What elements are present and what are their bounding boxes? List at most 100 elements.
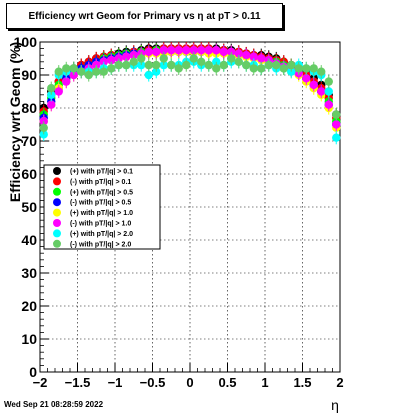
legend-label: (+) with pT/|q| > 1.0 [70, 210, 133, 217]
x-tick-label: −0.5 [140, 375, 166, 390]
data-point [182, 46, 191, 55]
data-point [324, 87, 333, 96]
legend-label: (+) with pT/|q| > 2.0 [70, 231, 133, 238]
data-point [302, 74, 311, 83]
legend-marker [53, 187, 61, 196]
data-point [249, 64, 258, 73]
data-points [39, 42, 341, 145]
x-tick-labels: −2 −1.5 −1 −0.5 0 0.5 1 1.5 2 [33, 375, 344, 390]
data-point [62, 64, 71, 73]
data-point [272, 60, 281, 70]
data-point [197, 46, 206, 55]
chart-title: Efficiency wrt Geom for Primary vs η at … [6, 3, 283, 29]
data-point [92, 67, 101, 76]
data-point [54, 67, 63, 76]
axis-ticks [39, 41, 341, 373]
data-point [197, 57, 206, 66]
y-tick-label: 100 [14, 34, 38, 50]
y-tick-label: 40 [21, 232, 37, 248]
y-tick-label: 50 [21, 199, 37, 215]
data-point [317, 67, 326, 76]
data-point [159, 46, 168, 55]
legend-marker [53, 219, 61, 227]
y-tick-label: 0 [29, 364, 37, 380]
data-point [294, 64, 303, 73]
data-point [242, 60, 251, 70]
x-tick-label: −1.5 [65, 375, 91, 390]
data-point [234, 49, 243, 58]
data-point [54, 87, 63, 96]
legend-label: (-) with pT/|q| > 0.5 [70, 200, 131, 207]
data-point [167, 46, 176, 55]
x-tick-label: 2 [336, 375, 343, 390]
data-point [279, 64, 288, 73]
data-point [324, 100, 333, 109]
legend-marker [53, 177, 61, 186]
data-point [302, 64, 311, 73]
data-point [99, 67, 108, 76]
data-point [122, 60, 131, 70]
legend-marker [53, 198, 61, 207]
legend: (+) with pT/|q| > 0.1 (-) with pT/|q| > 0… [43, 164, 161, 250]
data-point [47, 84, 56, 93]
legend-marker [53, 208, 61, 217]
legend-box [43, 164, 161, 250]
data-point [122, 52, 131, 62]
y-tick-label: 30 [21, 265, 37, 281]
data-point [62, 77, 71, 86]
legend-marker [53, 229, 61, 238]
data-point [264, 60, 273, 70]
data-point [204, 46, 213, 55]
data-point [324, 77, 333, 86]
data-point [242, 51, 251, 60]
data-point [257, 54, 266, 63]
data-point [47, 100, 56, 109]
series [39, 43, 341, 132]
data-point [107, 55, 116, 65]
legend-label: (-) with pT/|q| > 1.0 [70, 221, 131, 228]
data-point [317, 87, 326, 96]
data-point [249, 52, 258, 62]
data-point [152, 47, 161, 57]
data-point [167, 60, 176, 70]
data-point [84, 70, 93, 80]
data-point [332, 120, 341, 129]
data-point [212, 64, 221, 73]
legend-label: (+) with pT/|q| > 0.5 [70, 189, 133, 196]
y-tick-label: 80 [21, 100, 37, 116]
data-point [309, 64, 318, 73]
data-point [144, 60, 153, 70]
data-point [234, 57, 243, 66]
x-tick-label: 0.5 [218, 375, 236, 390]
x-tick-label: −1 [108, 375, 123, 390]
data-point [39, 123, 48, 132]
data-point [69, 64, 78, 73]
data-point [152, 60, 161, 70]
data-point [332, 133, 341, 142]
y-tick-label: 90 [21, 67, 37, 83]
legend-label: (+) with pT/|q| > 0.1 [70, 169, 133, 176]
x-tick-label: 1.5 [293, 375, 311, 390]
data-point [257, 64, 266, 73]
legend-marker [53, 239, 61, 248]
data-point [114, 60, 123, 70]
footer-date: Wed Sep 21 08:28:59 2022 [4, 400, 104, 409]
data-point [107, 64, 116, 73]
data-point [174, 64, 183, 73]
data-point [219, 60, 228, 70]
data-point [182, 60, 191, 70]
data-point [227, 54, 236, 63]
legend-marker [53, 167, 61, 175]
y-tick-label: 10 [21, 331, 37, 347]
data-point [204, 60, 213, 70]
series [39, 51, 341, 135]
y-axis-label: Efficiency wrt Geom (%) [7, 42, 23, 202]
y-tick-label: 60 [21, 166, 37, 182]
data-point [144, 70, 153, 80]
y-tick-label: 20 [21, 298, 37, 314]
data-point [219, 47, 228, 57]
x-tick-label: −2 [33, 375, 48, 390]
data-point [174, 46, 183, 55]
y-tick-label: 70 [21, 133, 37, 149]
